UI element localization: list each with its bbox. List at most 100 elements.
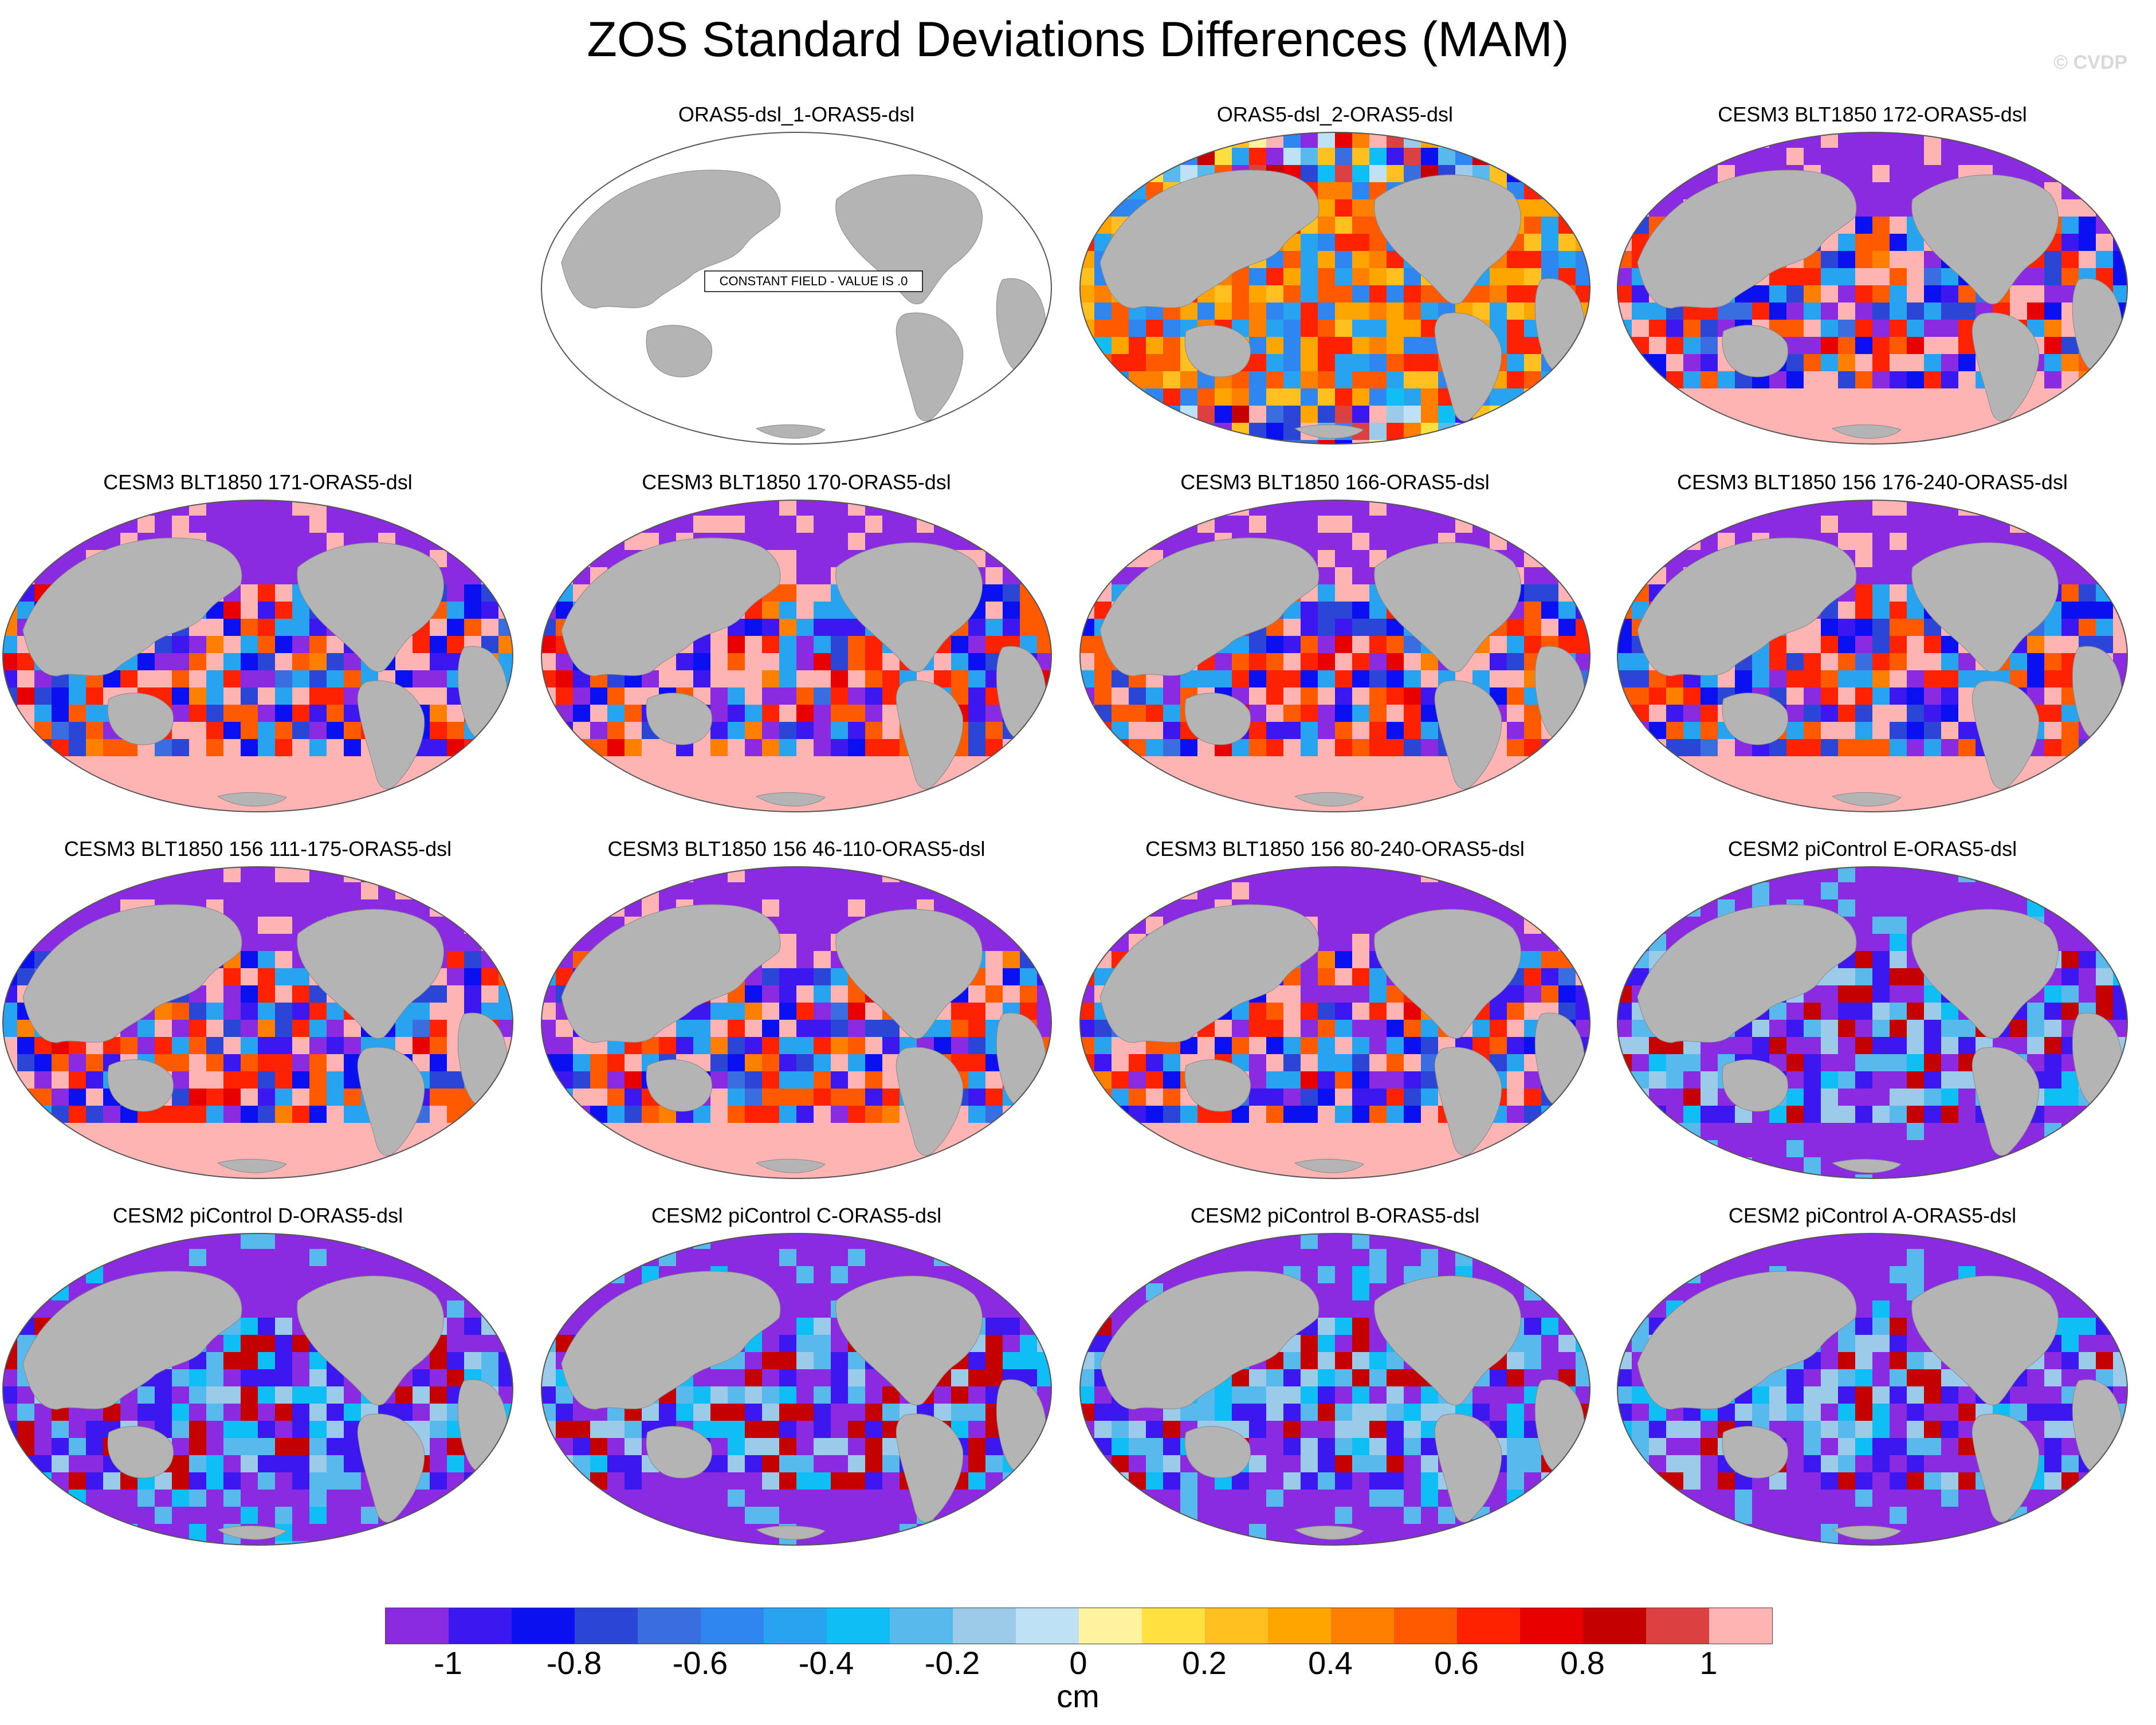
land-mass [297, 909, 444, 1039]
colorbar-box [1709, 1608, 1772, 1644]
land-mass [1972, 1413, 2040, 1523]
cvdp-watermark: © CVDP [2053, 52, 2127, 73]
world-map [541, 500, 1052, 812]
land-mass [646, 1426, 713, 1479]
land-mass [646, 1059, 713, 1112]
land-mass [107, 693, 174, 745]
land-mass [357, 680, 425, 789]
land-mass [896, 680, 964, 789]
land-mass [896, 312, 964, 422]
land-mass [1637, 904, 1857, 1043]
colorbar-box [1268, 1608, 1331, 1644]
panel-title: CESM3 BLT1850 166-ORAS5-dsl [1180, 470, 1490, 494]
world-map [1079, 866, 1591, 1179]
panel-title: CESM3 BLT1850 156 176-240-ORAS5-dsl [1677, 470, 2068, 494]
land-mass [561, 1271, 781, 1410]
land-mass [1374, 1275, 1521, 1406]
world-map [1617, 866, 2128, 1179]
land-mass [1911, 1275, 2059, 1406]
constant-field-note: CONSTANT FIELD - VALUE IS .0 [720, 274, 908, 288]
colorbar-box [1520, 1608, 1583, 1644]
panel-title: CESM3 BLT1850 156 46-110-ORAS5-dsl [607, 837, 985, 860]
world-map [1617, 1233, 2128, 1546]
land-mass [1722, 693, 1789, 745]
panel-title: CESM2 piControl A-ORAS5-dsl [1728, 1204, 2017, 1227]
land-mass [1184, 1426, 1251, 1479]
colorbar-box [1205, 1608, 1268, 1644]
map-panel: CESM3 BLT1850 166-ORAS5-dsl [1077, 470, 1593, 819]
colorbar-box [764, 1608, 827, 1644]
map-outline [541, 866, 1052, 1179]
map-panel: CESM3 BLT1850 170-ORAS5-dsl [539, 470, 1054, 819]
map-outline [1617, 866, 2128, 1179]
land-mass [1294, 1525, 1364, 1540]
land-mass [1374, 542, 1521, 673]
land-mass [1831, 1158, 1902, 1173]
colorbar-box [1394, 1608, 1457, 1644]
colorbar-box [953, 1608, 1016, 1644]
land-mass [1294, 792, 1364, 807]
land-mass [1374, 909, 1521, 1039]
colorbar-box [386, 1608, 449, 1644]
map-outline [1079, 500, 1591, 812]
land-mass [217, 792, 287, 807]
land-mass [1972, 1047, 2040, 1156]
land-mass [1637, 1271, 1857, 1410]
world-map [1617, 500, 2128, 812]
map-panel: ORAS5-dsl_2-ORAS5-dsl [1077, 102, 1593, 451]
map-panel: CESM3 BLT1850 156 176-240-ORAS5-dsl [1615, 470, 2130, 819]
panel-title: CESM3 BLT1850 156 111-175-ORAS5-dsl [64, 837, 452, 860]
world-map [2, 866, 513, 1179]
colorbar-tick-label: -0.4 [798, 1645, 854, 1681]
land-mass [1637, 170, 1857, 309]
land-mass [22, 537, 242, 677]
land-mass [1374, 174, 1521, 305]
land-mass [297, 1275, 444, 1406]
colorbar-box [449, 1608, 512, 1644]
world-map: CONSTANT FIELD - VALUE IS .0 [541, 132, 1052, 445]
map-panel: CESM3 BLT1850 172-ORAS5-dsl [1615, 102, 2130, 451]
land-mass [1911, 542, 2059, 673]
map-outline [1079, 866, 1591, 1179]
map-panel: CESM2 piControl C-ORAS5-dsl [539, 1203, 1054, 1553]
colorbar-box [1583, 1608, 1646, 1644]
world-map [1079, 1233, 1591, 1546]
land-mass [1294, 1158, 1364, 1173]
colorbar-box [1016, 1608, 1079, 1644]
colorbar-box [1331, 1608, 1394, 1644]
map-panel: CESM2 piControl A-ORAS5-dsl [1615, 1203, 2130, 1553]
map-panel: CESM3 BLT1850 156 80-240-ORAS5-dsl [1077, 836, 1593, 1186]
colorbar-tick-label: 0.8 [1560, 1645, 1605, 1681]
land-mass [561, 170, 781, 309]
panel-title: CESM3 BLT1850 171-ORAS5-dsl [103, 470, 413, 494]
land-mass [22, 1271, 242, 1410]
colorbar-box [1142, 1608, 1205, 1644]
map-outline [1617, 1233, 2128, 1546]
map-outline [1617, 132, 2128, 445]
world-map [2, 1233, 513, 1546]
colorbar-box [827, 1608, 890, 1644]
colorbar-box [512, 1608, 575, 1644]
land-mass [357, 1047, 425, 1156]
colorbar-box [890, 1608, 953, 1644]
map-outline [541, 500, 1052, 812]
map-panel: CESM3 BLT1850 156 111-175-ORAS5-dsl [0, 836, 516, 1186]
land-mass [217, 1525, 287, 1540]
map-outline [2, 866, 513, 1179]
panel-title: CESM2 piControl B-ORAS5-dsl [1190, 1204, 1480, 1227]
world-map [2, 500, 513, 812]
land-mass [107, 1426, 174, 1479]
map-outline [541, 132, 1052, 445]
world-map [1617, 132, 2128, 445]
map-panel: ORAS5-dsl_1-ORAS5-dsl CONSTANT FIELD - VA… [539, 102, 1054, 451]
map-panel: CESM2 piControl D-ORAS5-dsl [0, 1203, 516, 1553]
land-mass [755, 1158, 826, 1173]
panel-title: CESM2 piControl C-ORAS5-dsl [651, 1204, 942, 1227]
land-mass [107, 1059, 174, 1112]
panel-title: ORAS5-dsl_2-ORAS5-dsl [1216, 103, 1454, 126]
land-mass [1972, 312, 2040, 422]
land-mass [1434, 680, 1502, 789]
colorbar [385, 1608, 1773, 1644]
land-mass [1434, 1413, 1502, 1523]
land-mass [1831, 792, 1902, 807]
